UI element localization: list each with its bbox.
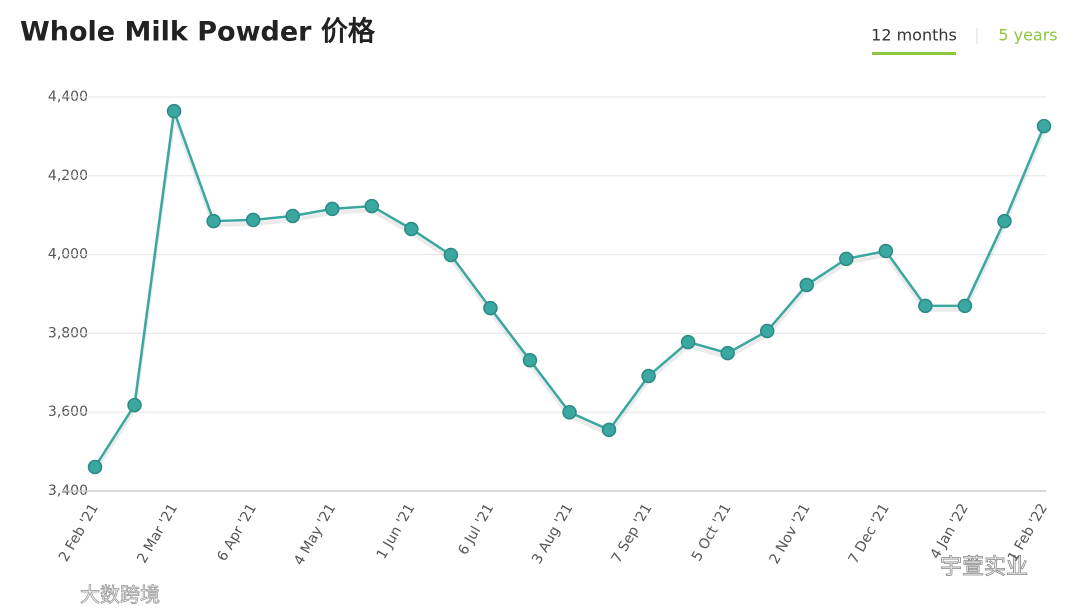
watermark: 宇萱实业 <box>940 555 1028 580</box>
chart-title: Whole Milk Powder 价格 <box>20 17 376 48</box>
tab-underline <box>872 52 956 55</box>
tab[interactable]: 12 months <box>871 26 957 45</box>
x-tick-label: 4 May '21 <box>291 501 339 568</box>
point <box>285 208 300 224</box>
point <box>522 352 538 368</box>
x-tick-label: 4 Jan '22 <box>927 501 971 562</box>
point <box>325 201 340 217</box>
tab[interactable]: 5 years <box>998 26 1057 45</box>
x-tick-label: 2 Feb '21 <box>56 501 102 565</box>
x-tick-label: 6 Jul '21 <box>455 501 497 558</box>
watermark: 大数跨境 <box>80 583 160 607</box>
point <box>562 404 577 420</box>
x-tick-label: 2 Nov '21 <box>766 501 813 567</box>
point <box>601 422 617 438</box>
x-tick-label: 7 Dec '21 <box>846 501 893 567</box>
point <box>1036 118 1052 134</box>
point <box>364 198 380 214</box>
point <box>483 300 498 316</box>
point <box>957 298 973 314</box>
point <box>878 243 894 259</box>
point <box>799 277 814 293</box>
point <box>443 247 459 263</box>
point <box>404 221 419 237</box>
x-tick-label: 6 Apr '21 <box>214 501 260 564</box>
point <box>839 251 854 267</box>
point <box>206 213 221 229</box>
point <box>680 334 696 350</box>
x-tick-label: 2 Mar '21 <box>134 501 181 566</box>
x-tick-label: 7 Sep '21 <box>609 501 656 566</box>
point <box>918 298 933 314</box>
point <box>87 459 103 475</box>
point <box>997 213 1012 229</box>
point <box>759 323 775 339</box>
point <box>127 397 142 413</box>
point <box>641 368 656 384</box>
x-tick-label: 3 Aug '21 <box>529 501 576 567</box>
point <box>245 212 261 228</box>
x-tick-label: 5 Oct '21 <box>689 501 735 564</box>
x-tick-label: 1 Jun '21 <box>374 501 419 562</box>
point <box>166 103 182 119</box>
point <box>720 345 735 361</box>
